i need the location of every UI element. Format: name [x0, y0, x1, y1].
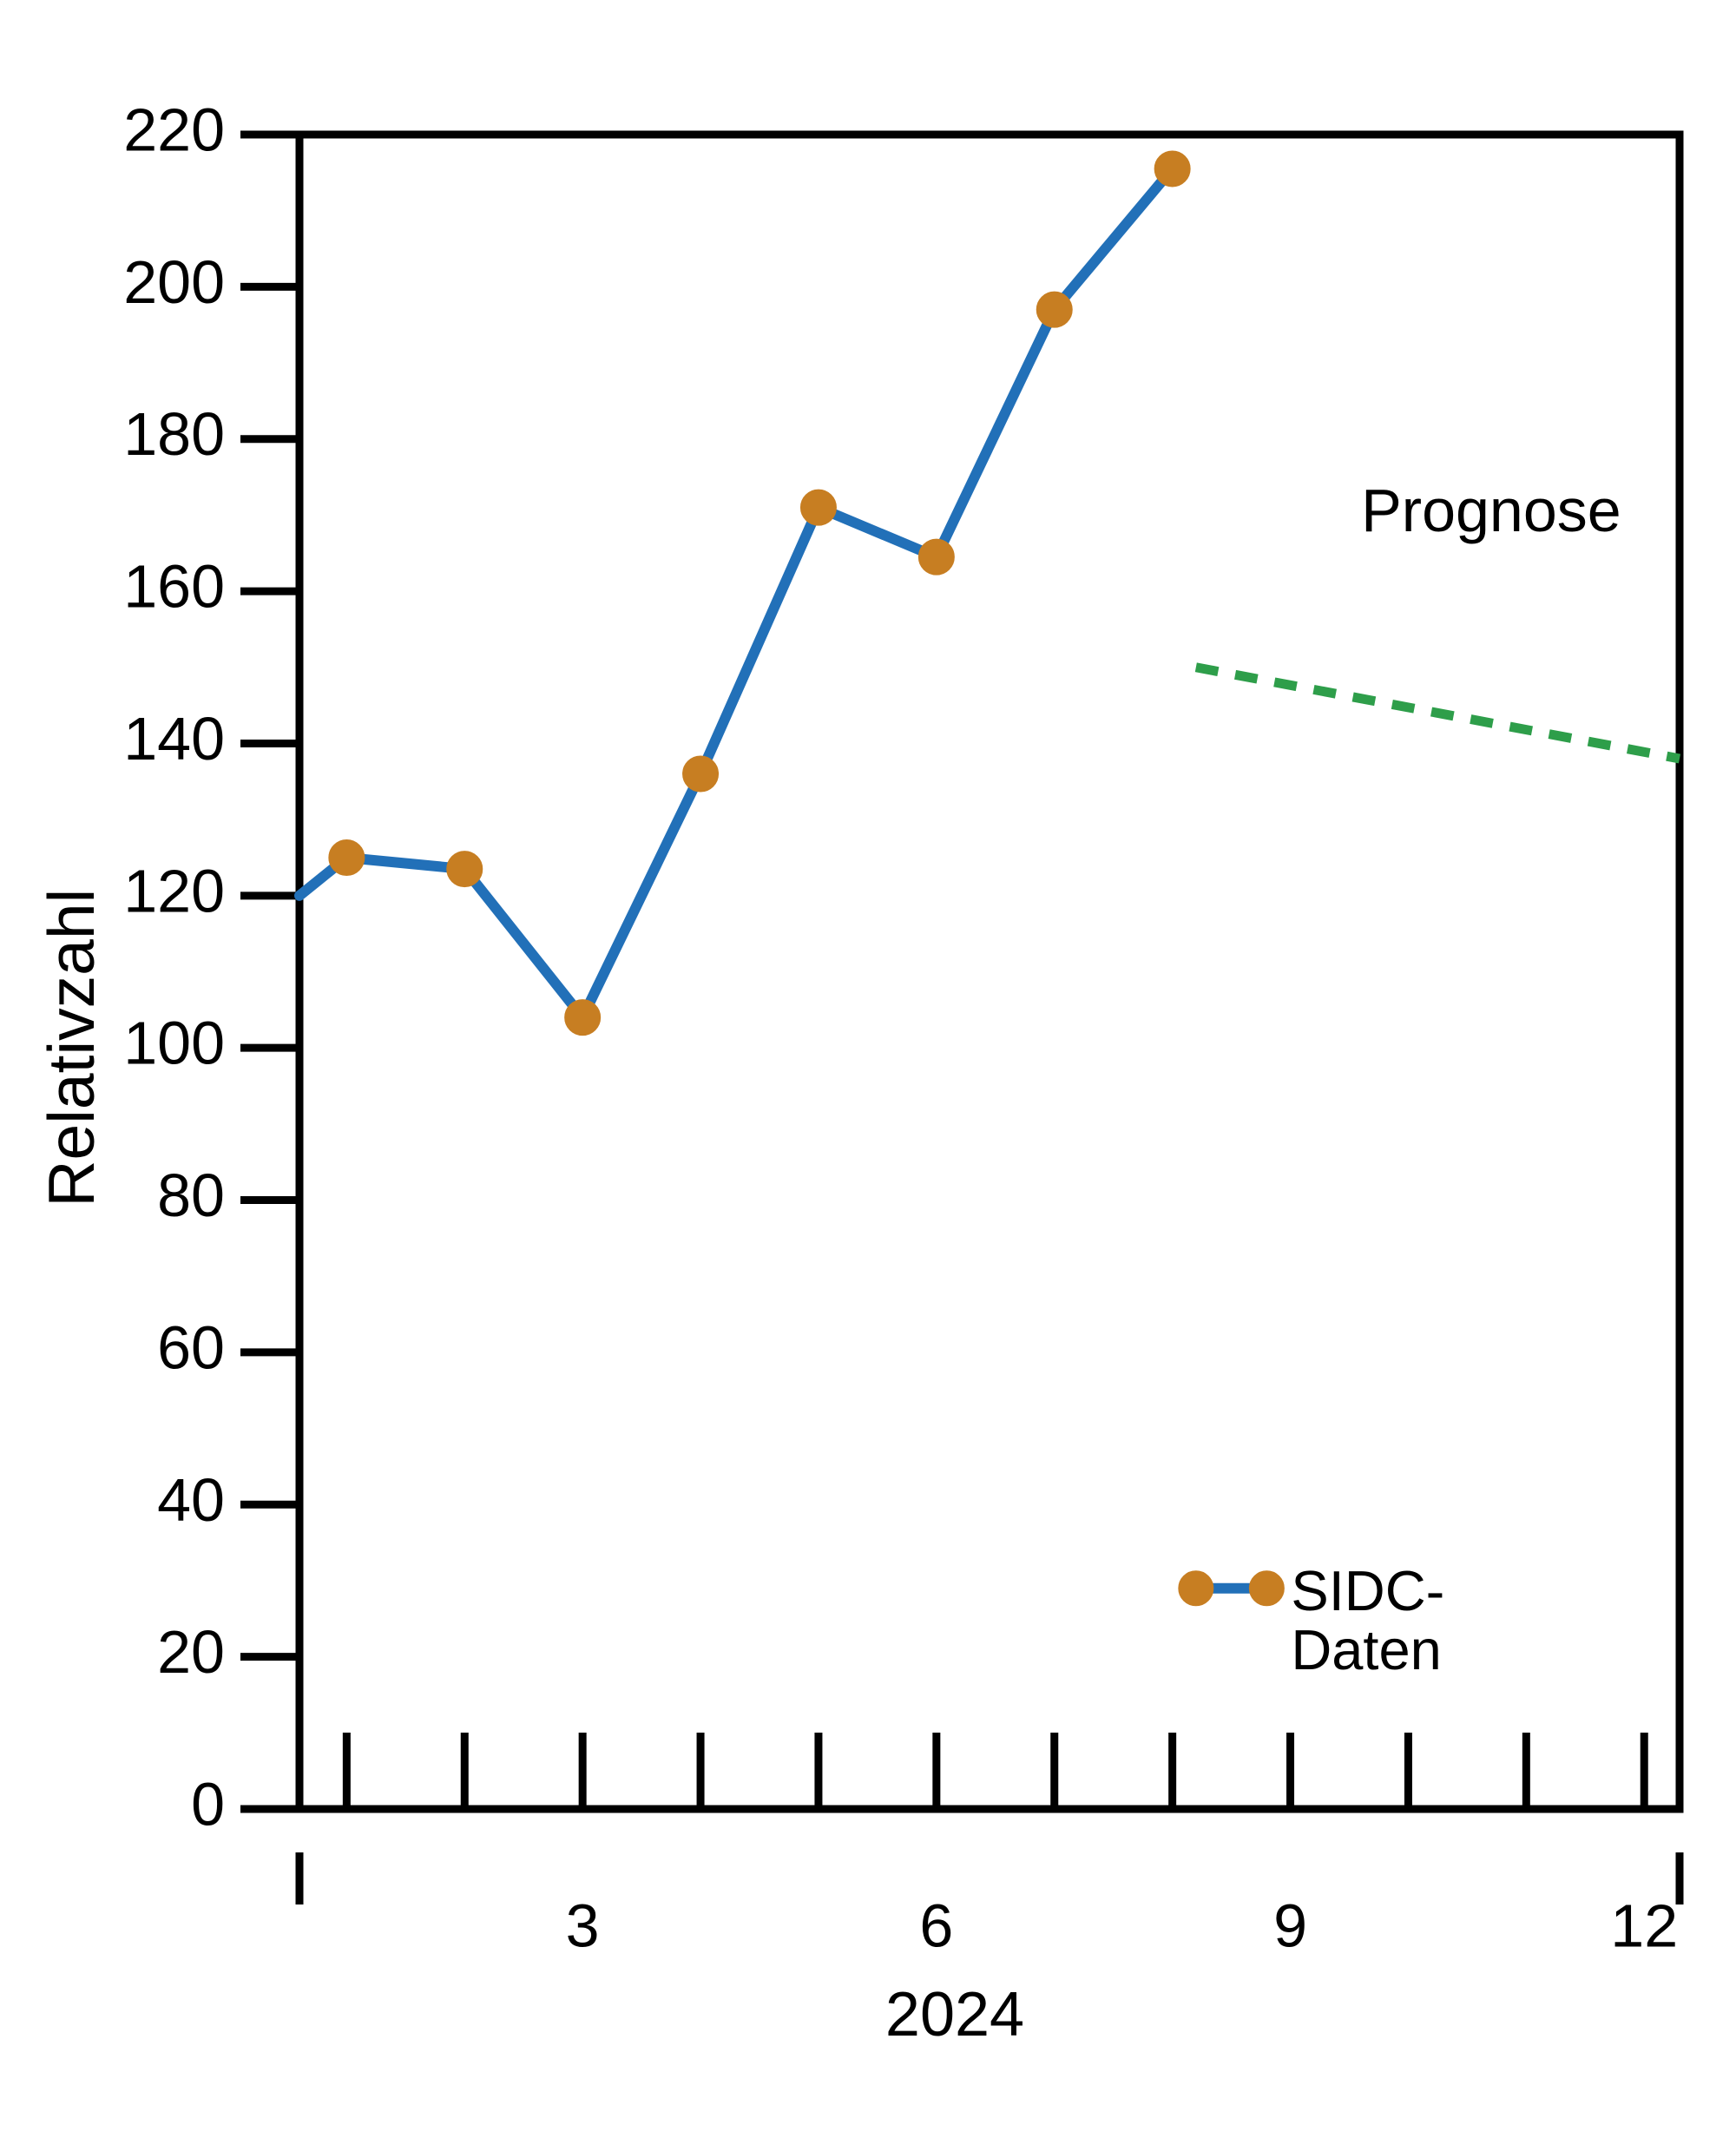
y-tick-label: 160 — [123, 553, 225, 621]
sidc-marker — [683, 757, 718, 792]
y-tick-label: 0 — [191, 1770, 225, 1838]
sidc-marker — [565, 1000, 600, 1035]
y-tick-label: 40 — [157, 1466, 225, 1534]
sidc-marker — [1155, 151, 1190, 186]
y-tick-label: 60 — [157, 1313, 225, 1381]
x-tick-label: 9 — [1273, 1891, 1307, 1959]
y-axis-label: Relativzahl — [35, 889, 108, 1207]
prognose-label: Prognose — [1361, 477, 1621, 544]
x-axis-label: 2024 — [885, 1980, 1024, 2049]
sidc-marker — [329, 840, 364, 875]
x-tick-label: 3 — [566, 1891, 600, 1959]
sidc-marker — [447, 852, 482, 886]
y-tick-label: 140 — [123, 705, 225, 773]
legend-label-line2: Daten — [1291, 1618, 1441, 1681]
sidc-marker — [1037, 293, 1072, 327]
legend-label-line1: SIDC- — [1291, 1559, 1444, 1622]
relativzahl-chart: 0 20 40 60 80 100 120 140 160 180 200 220 3 6 9 12 2024 R… — [0, 0, 1736, 2138]
y-tick-label: 180 — [123, 400, 225, 468]
y-tick-label: 220 — [123, 95, 225, 163]
y-tick-label: 120 — [123, 857, 225, 924]
y-tick-label: 80 — [157, 1161, 225, 1229]
sidc-marker — [919, 540, 954, 575]
chart-background — [0, 0, 1736, 2138]
sidc-marker — [801, 490, 836, 525]
legend-marker — [1249, 1571, 1284, 1606]
y-tick-label: 100 — [123, 1010, 225, 1077]
x-tick-label: 12 — [1610, 1891, 1678, 1959]
y-tick-label: 200 — [123, 248, 225, 316]
x-tick-label: 6 — [919, 1891, 953, 1959]
y-tick-label: 20 — [157, 1618, 225, 1686]
legend-marker — [1179, 1571, 1213, 1606]
